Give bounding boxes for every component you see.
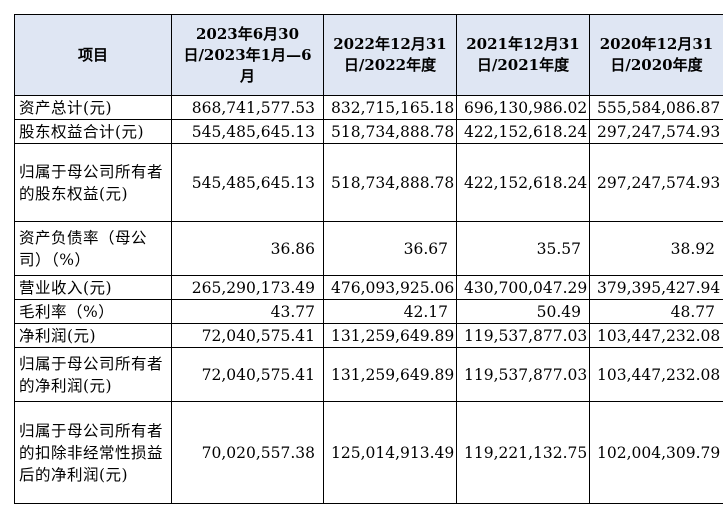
table-row: 营业收入(元) 265,290,173.49 476,093,925.06 43…: [14, 275, 723, 300]
cell-value: 35.57: [456, 221, 590, 276]
cell-value: 422,152,618.24: [456, 143, 590, 222]
cell-value: 131,259,649.89: [323, 323, 457, 348]
cell-value: 518,734,888.78: [323, 119, 457, 144]
table-row: 资产负债率（母公司）（%） 36.86 36.67 35.57 38.92: [14, 221, 723, 276]
cell-value: 379,395,427.94: [589, 275, 723, 300]
financial-data-table: 项目 2023年6月30日/2023年1月—6月 2022年12月31日/202…: [14, 14, 723, 504]
cell-value: 545,485,645.13: [171, 143, 324, 222]
cell-value: 297,247,574.93: [589, 119, 723, 144]
cell-value: 832,715,165.18: [323, 95, 457, 120]
cell-value: 70,020,557.38: [171, 401, 324, 504]
table-row: 资产总计(元) 868,741,577.53 832,715,165.18 69…: [14, 95, 723, 120]
header-item: 项目: [14, 14, 172, 96]
cell-value: 36.86: [171, 221, 324, 276]
cell-value: 476,093,925.06: [323, 275, 457, 300]
row-label: 资产负债率（母公司）（%）: [14, 221, 172, 276]
cell-value: 119,537,877.03: [456, 323, 590, 348]
row-label: 资产总计(元): [14, 95, 172, 120]
row-label: 归属于母公司所有者的股东权益(元): [14, 143, 172, 222]
header-period-2022: 2022年12月31日/2022年度: [323, 14, 457, 96]
table-row: 归属于母公司所有者的扣除非经常性损益后的净利润(元) 70,020,557.38…: [14, 401, 723, 504]
cell-value: 103,447,232.08: [589, 323, 723, 348]
table-row: 毛利率（%） 43.77 42.17 50.49 48.77: [14, 299, 723, 324]
cell-value: 102,004,309.79: [589, 401, 723, 504]
cell-value: 422,152,618.24: [456, 119, 590, 144]
cell-value: 131,259,649.89: [323, 347, 457, 402]
cell-value: 555,584,086.87: [589, 95, 723, 120]
cell-value: 50.49: [456, 299, 590, 324]
header-period-2023h1: 2023年6月30日/2023年1月—6月: [171, 14, 324, 96]
cell-value: 72,040,575.41: [171, 347, 324, 402]
row-label: 归属于母公司所有者的扣除非经常性损益后的净利润(元): [14, 401, 172, 504]
cell-value: 38.92: [589, 221, 723, 276]
cell-value: 430,700,047.29: [456, 275, 590, 300]
cell-value: 42.17: [323, 299, 457, 324]
table-row: 股东权益合计(元) 545,485,645.13 518,734,888.78 …: [14, 119, 723, 144]
cell-value: 265,290,173.49: [171, 275, 324, 300]
cell-value: 119,221,132.75: [456, 401, 590, 504]
row-label: 净利润(元): [14, 323, 172, 348]
cell-value: 103,447,232.08: [589, 347, 723, 402]
cell-value: 545,485,645.13: [171, 119, 324, 144]
table-row: 归属于母公司所有者的净利润(元) 72,040,575.41 131,259,6…: [14, 347, 723, 402]
cell-value: 297,247,574.93: [589, 143, 723, 222]
cell-value: 36.67: [323, 221, 457, 276]
cell-value: 696,130,986.02: [456, 95, 590, 120]
row-label: 毛利率（%）: [14, 299, 172, 324]
cell-value: 868,741,577.53: [171, 95, 324, 120]
cell-value: 125,014,913.49: [323, 401, 457, 504]
header-period-2021: 2021年12月31日/2021年度: [456, 14, 590, 96]
header-period-2020: 2020年12月31日/2020年度: [589, 14, 723, 96]
cell-value: 48.77: [589, 299, 723, 324]
row-label: 归属于母公司所有者的净利润(元): [14, 347, 172, 402]
row-label: 股东权益合计(元): [14, 119, 172, 144]
header-row: 项目 2023年6月30日/2023年1月—6月 2022年12月31日/202…: [14, 14, 723, 96]
row-label: 营业收入(元): [14, 275, 172, 300]
cell-value: 119,537,877.03: [456, 347, 590, 402]
cell-value: 72,040,575.41: [171, 323, 324, 348]
cell-value: 518,734,888.78: [323, 143, 457, 222]
table-row: 归属于母公司所有者的股东权益(元) 545,485,645.13 518,734…: [14, 143, 723, 222]
cell-value: 43.77: [171, 299, 324, 324]
table-row: 净利润(元) 72,040,575.41 131,259,649.89 119,…: [14, 323, 723, 348]
